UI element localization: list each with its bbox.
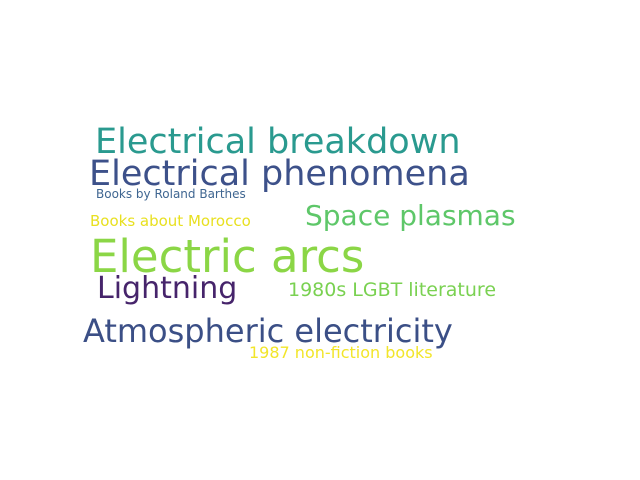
- word-electric-arcs: Electric arcs: [90, 230, 365, 283]
- word-electrical-breakdown: Electrical breakdown: [95, 122, 461, 162]
- word-atmospheric-electricity: Atmospheric electricity: [83, 312, 453, 350]
- word-books-about-morocco: Books about Morocco: [90, 212, 251, 230]
- word-books-by-roland-barthes: Books by Roland Barthes: [96, 187, 246, 201]
- word-1987-non-fiction-books: 1987 non-fiction books: [249, 343, 433, 362]
- word-electrical-phenomena: Electrical phenomena: [89, 154, 470, 194]
- word-space-plasmas: Space plasmas: [305, 199, 516, 232]
- word-lightning: Lightning: [97, 271, 238, 306]
- word-1980s-lgbt-literature: 1980s LGBT literature: [288, 279, 497, 301]
